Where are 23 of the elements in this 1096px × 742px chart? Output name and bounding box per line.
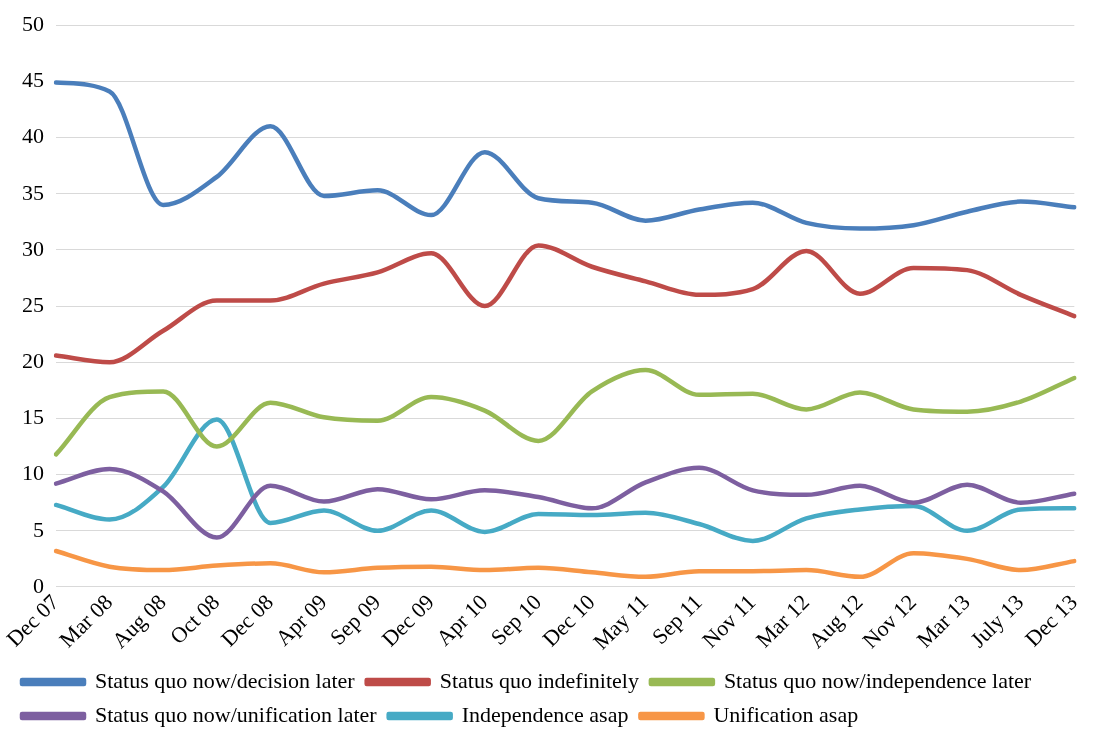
- legend-label: Status quo now/decision later: [95, 667, 356, 693]
- line-series: [53, 367, 1077, 457]
- line-series: [53, 465, 1077, 540]
- y-tick-label: 0: [33, 572, 44, 598]
- legend-label: Unification asap: [713, 701, 859, 727]
- y-tick-label: 25: [22, 291, 44, 317]
- legend-label: Status quo now/unification later: [95, 701, 378, 727]
- legend-label: Status quo now/independence later: [723, 667, 1032, 693]
- legend-label: Independence asap: [461, 701, 629, 727]
- y-tick-label: 5: [33, 516, 44, 542]
- y-tick-label: 30: [22, 235, 44, 261]
- line-series: [53, 548, 1077, 580]
- line-series: [53, 417, 1077, 544]
- y-tick-label: 20: [22, 348, 44, 374]
- y-tick-label: 50: [22, 10, 44, 36]
- line-series: [53, 80, 1077, 231]
- y-tick-label: 15: [22, 404, 44, 430]
- legend-label: Status quo indefinitely: [439, 667, 639, 693]
- y-tick-label: 45: [22, 67, 44, 93]
- line-series: [53, 243, 1077, 365]
- y-tick-label: 35: [22, 179, 44, 205]
- y-tick-label: 40: [22, 123, 44, 149]
- y-tick-label: 10: [22, 460, 44, 486]
